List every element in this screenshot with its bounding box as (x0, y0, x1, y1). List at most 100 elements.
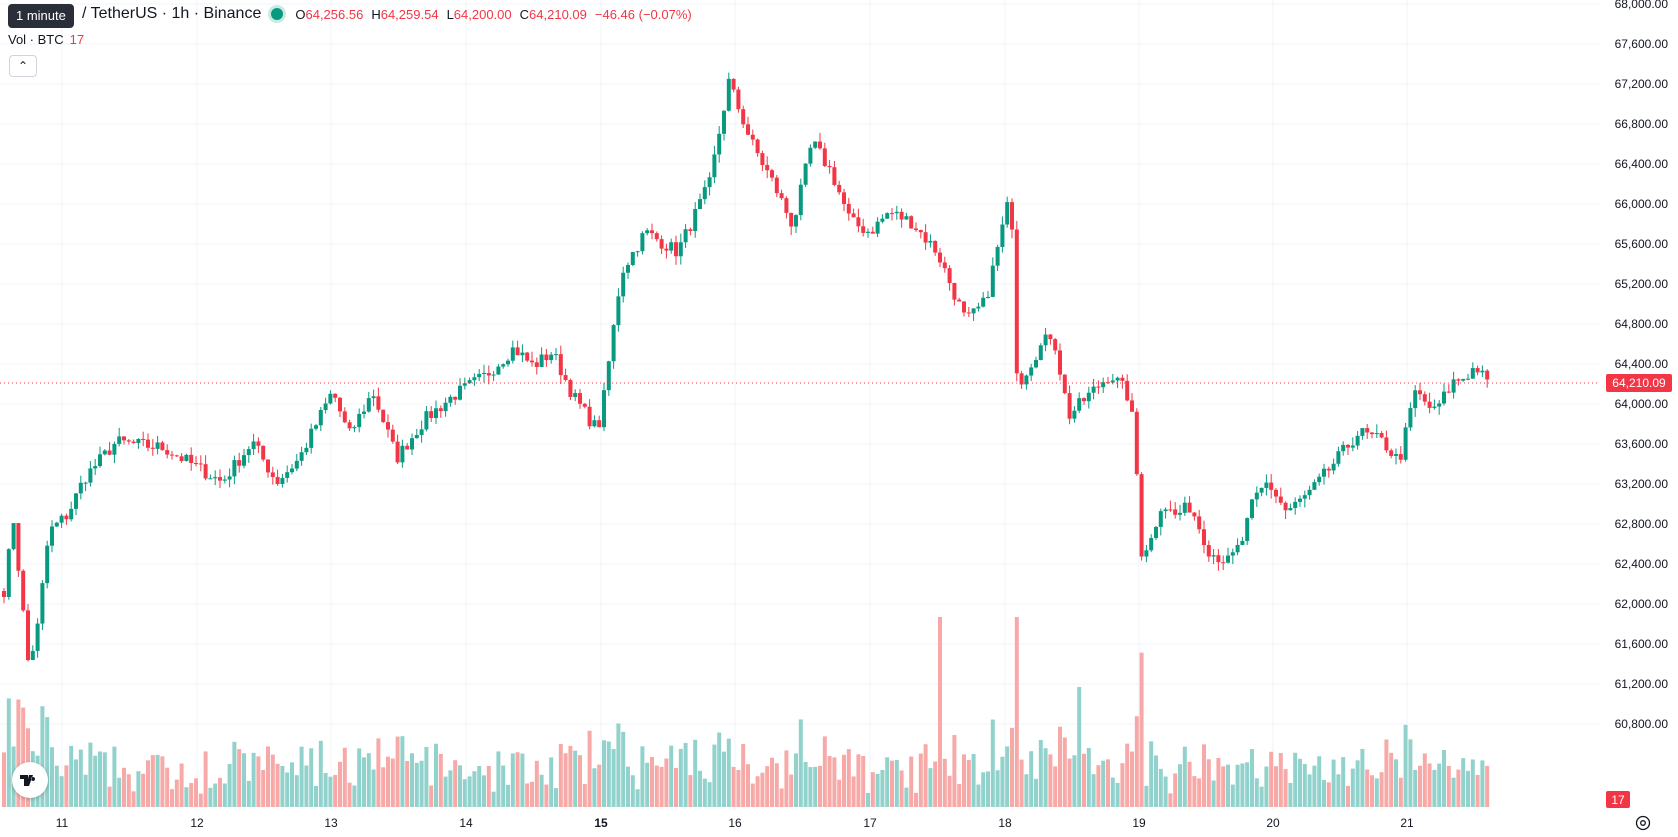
volume-bar (1163, 776, 1168, 807)
volume-bar (414, 762, 419, 807)
volume-legend[interactable]: Vol · BTC 17 (8, 32, 84, 47)
candle-body (1470, 368, 1475, 379)
volume-bar (731, 766, 736, 807)
volume-bar (1130, 751, 1134, 807)
price-tick-label: 62,800.00 (1615, 517, 1669, 531)
volume-bar (443, 776, 448, 807)
volume-bar (160, 756, 165, 807)
candle-body (362, 411, 366, 414)
symbol-title[interactable]: / TetherUS · 1h · Binance (82, 5, 262, 22)
volume-bar (1019, 759, 1024, 807)
volume-bar (784, 750, 789, 807)
candle-body (947, 268, 952, 284)
volume-bar (1043, 748, 1048, 807)
candle-body (966, 312, 971, 314)
candle-body (1058, 350, 1062, 375)
candle-body (1019, 373, 1024, 385)
volume-bar (1086, 747, 1091, 807)
volume-bar (1173, 773, 1178, 807)
volume-bar (573, 750, 578, 807)
volume-bar (88, 742, 93, 807)
volume-bar (510, 753, 515, 807)
settings-icon[interactable] (1634, 814, 1652, 832)
volume-bar (141, 773, 146, 807)
candle-body (6, 549, 11, 597)
candle-body (981, 297, 986, 307)
candle-body (1240, 540, 1245, 545)
volume-bar (1422, 753, 1427, 807)
candle-body (650, 230, 654, 234)
market-status-icon[interactable] (271, 8, 284, 20)
candle-body (1451, 379, 1456, 393)
candle-body (275, 477, 280, 484)
volume-bar (933, 761, 938, 807)
low-value: 64,200.00 (453, 6, 512, 22)
candle-body (1235, 544, 1240, 553)
candle-body (1403, 427, 1408, 460)
volume-bar (453, 760, 458, 807)
candle-body (83, 482, 88, 484)
candle-body (227, 476, 232, 480)
candle-body (1350, 445, 1355, 448)
volume-bar (1216, 757, 1221, 807)
volume-bar (904, 787, 909, 807)
collapse-legend-button[interactable]: ⌃ (9, 55, 37, 77)
candle-body (1398, 454, 1403, 460)
volume-bar (371, 769, 376, 807)
candle-body (40, 583, 45, 624)
candle-body (424, 411, 429, 430)
volume-bar (1274, 766, 1278, 807)
candle-body (141, 438, 146, 440)
volume-bar (117, 777, 122, 807)
volume-bar (222, 783, 227, 807)
candle-body (558, 354, 563, 376)
candle-body (952, 283, 957, 300)
volume-bar (894, 759, 899, 807)
time-tick-label: 11 (56, 816, 69, 830)
volume-bar (1456, 769, 1461, 807)
volume-bar (803, 762, 808, 807)
volume-bar (544, 784, 549, 807)
volume-bar (1168, 793, 1173, 807)
candle-body (1355, 435, 1360, 446)
candle-body (74, 493, 78, 509)
chevron-up-icon: ⌃ (17, 59, 29, 73)
volume-bar (1250, 749, 1254, 807)
candle-body (136, 438, 141, 444)
volume-bar (333, 774, 338, 807)
volume-bar (1120, 763, 1125, 807)
candle-body (803, 163, 808, 185)
candle-body (1048, 334, 1053, 340)
candle-body (731, 78, 736, 90)
volume-bar (1398, 777, 1403, 807)
candle-body (179, 456, 184, 462)
time-tick-label: 12 (190, 816, 204, 830)
volume-bar (1235, 764, 1240, 807)
volume-bar (1475, 774, 1480, 807)
volume-bar (1408, 739, 1413, 807)
candle-body (496, 366, 501, 375)
volume-bar (1346, 785, 1350, 807)
candle-body (146, 439, 150, 448)
candle-body (832, 167, 837, 185)
candle-body (506, 360, 510, 365)
volume-bar (390, 758, 395, 807)
tradingview-logo[interactable] (12, 762, 48, 798)
candle-body (942, 262, 947, 269)
candle-body (563, 375, 568, 381)
volume-bar (16, 699, 21, 807)
volume-bar (280, 765, 285, 807)
candle-body (1384, 437, 1389, 451)
volume-bar (986, 771, 990, 807)
volume-bar (448, 770, 453, 807)
candle-body (736, 89, 741, 110)
volume-bar (1115, 782, 1120, 807)
volume-bar (669, 745, 674, 807)
candle-body (64, 515, 69, 520)
volume-bar (366, 753, 371, 807)
candle-body (928, 240, 933, 243)
volume-bar (1005, 746, 1010, 807)
volume-bar (1384, 739, 1389, 807)
volume-bar (1418, 765, 1422, 807)
